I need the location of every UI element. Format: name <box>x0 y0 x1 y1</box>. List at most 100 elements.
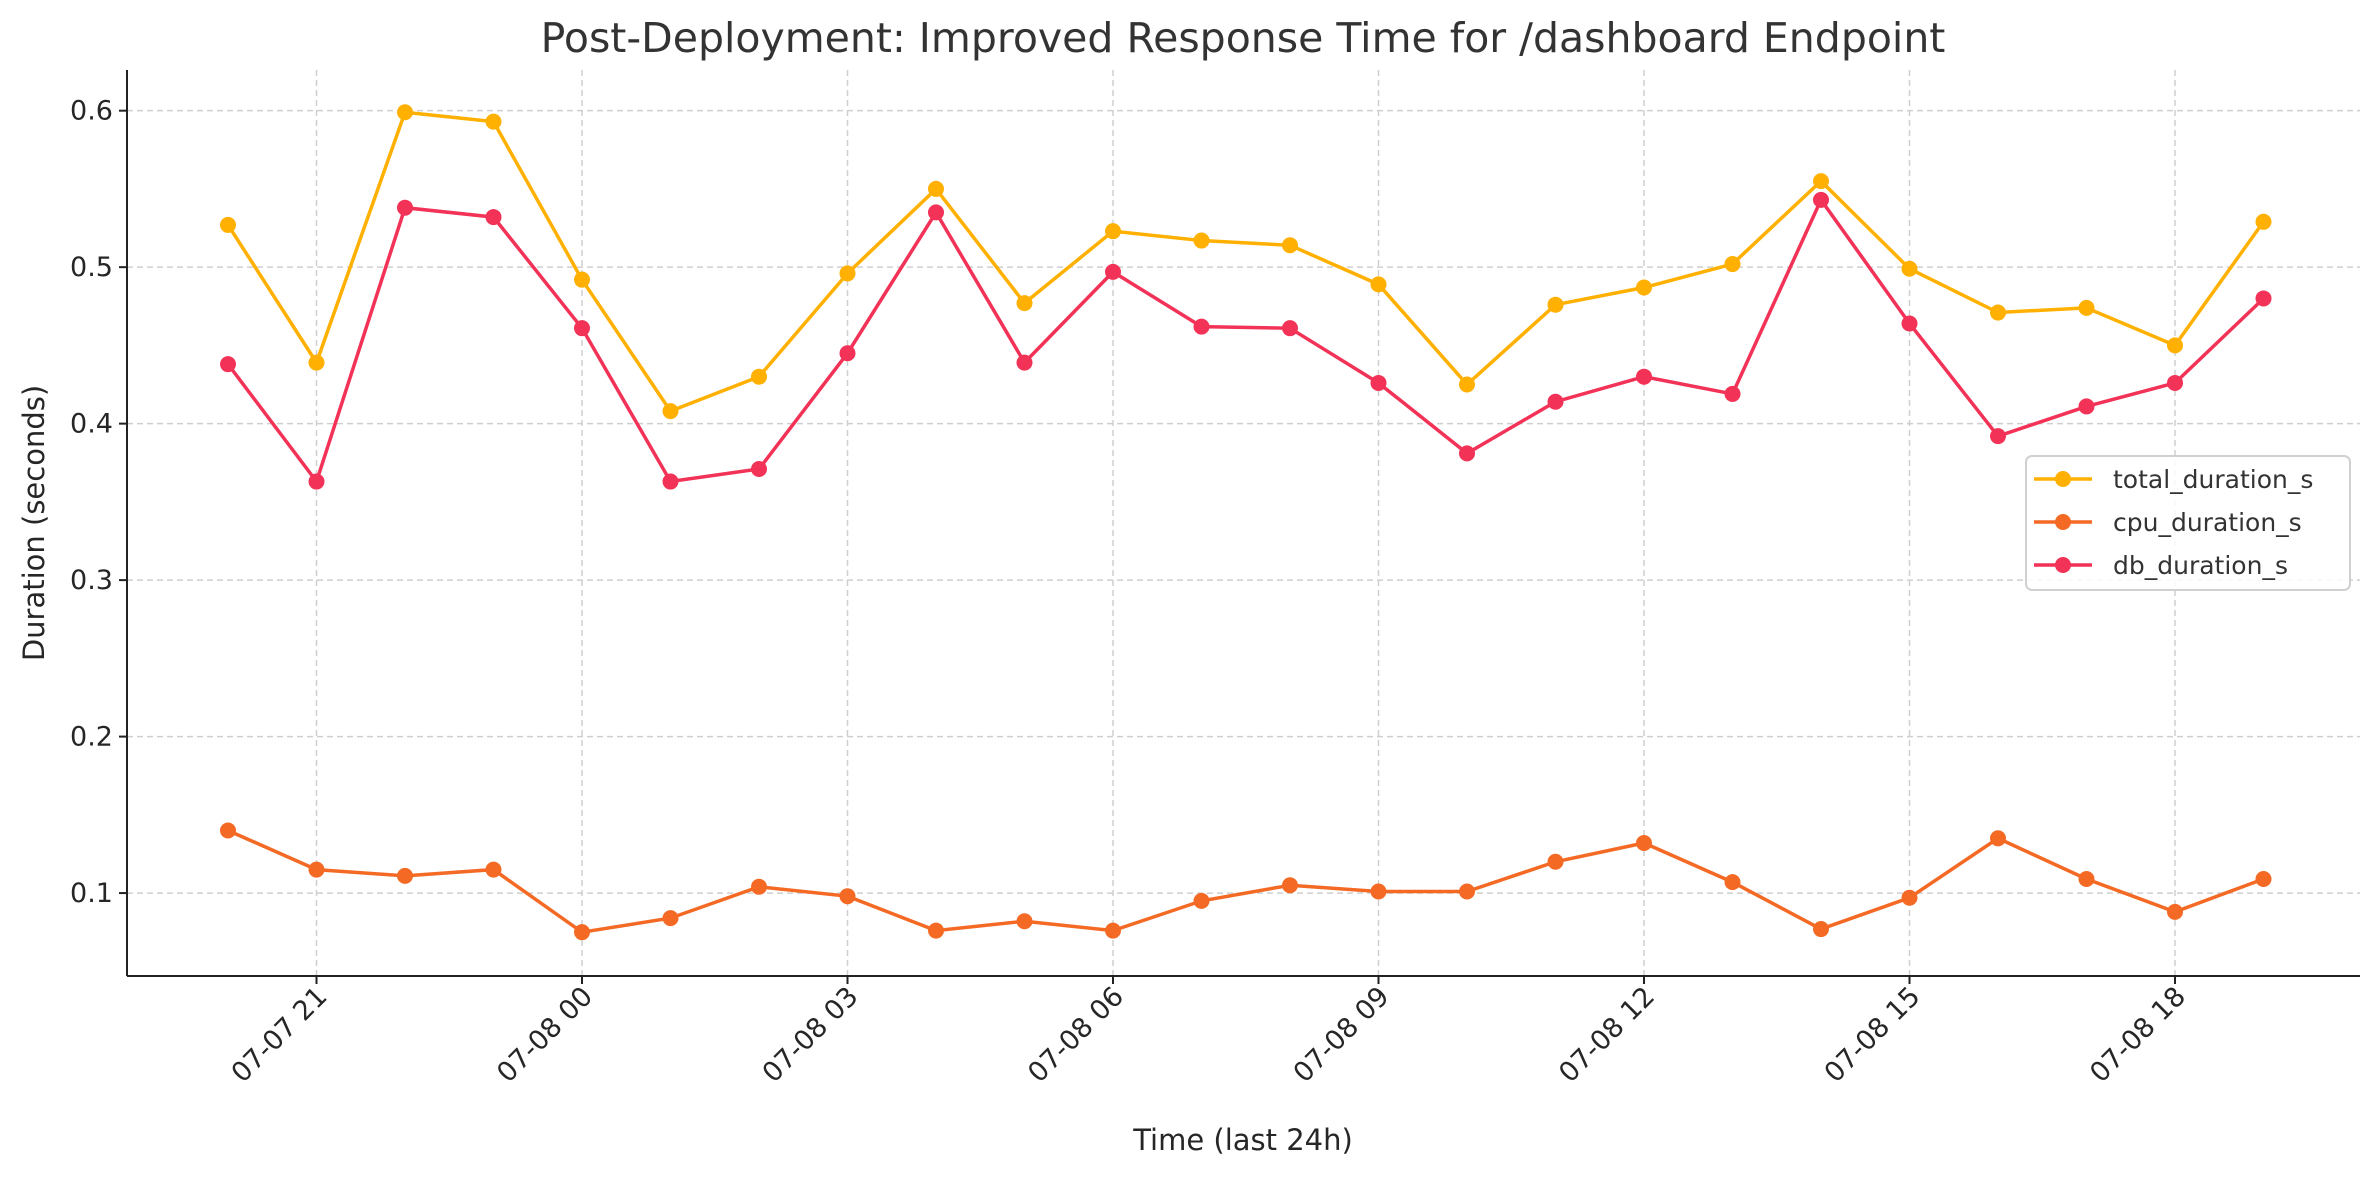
data-point <box>2167 374 2183 391</box>
data-point <box>1547 393 1564 410</box>
y-tick-label: 0.4 <box>70 409 113 440</box>
data-point <box>220 216 236 233</box>
data-point <box>1193 318 1210 335</box>
data-point <box>1724 874 1741 891</box>
data-point <box>662 473 679 490</box>
data-point <box>1459 376 1475 393</box>
data-point <box>397 867 413 884</box>
data-point <box>1459 445 1475 462</box>
data-point <box>308 354 325 371</box>
data-point <box>1990 304 2006 321</box>
data-point <box>1813 173 1829 190</box>
y-tick-label: 0.2 <box>70 722 113 753</box>
data-point <box>220 822 236 839</box>
data-point <box>1901 260 1918 277</box>
x-tick-label: 07-08 06 <box>1022 981 1130 1089</box>
data-point <box>1990 428 2006 445</box>
legend-label: db_duration_s <box>2113 551 2288 580</box>
data-point <box>662 910 679 927</box>
data-point <box>2167 337 2183 354</box>
y-tick-label: 0.1 <box>70 878 113 909</box>
data-point <box>574 271 590 288</box>
data-point <box>397 199 413 216</box>
data-point <box>1016 913 1033 930</box>
series-total_duration_s <box>220 104 2272 420</box>
series-cpu_duration_s <box>220 822 2272 941</box>
data-point <box>1105 922 1121 939</box>
data-point <box>928 180 944 197</box>
data-point <box>662 403 679 420</box>
data-point <box>1813 191 1829 208</box>
data-point <box>1724 256 1741 273</box>
data-point <box>1990 830 2006 847</box>
data-point <box>839 265 856 282</box>
series-line <box>226 110 2265 414</box>
data-point <box>485 209 502 226</box>
data-point <box>1105 263 1121 280</box>
legend-label: cpu_duration_s <box>2113 508 2302 537</box>
data-point <box>1193 232 1210 249</box>
y-tick-label: 0.3 <box>70 565 113 596</box>
data-point <box>1016 354 1033 371</box>
data-point <box>2255 870 2272 887</box>
data-point <box>1636 368 1652 385</box>
data-point <box>1370 374 1387 391</box>
series-line <box>227 828 2265 935</box>
legend-item: total_duration_s <box>2034 465 2313 494</box>
series-db_duration_s <box>220 191 2272 490</box>
data-point <box>751 368 767 385</box>
legend-marker <box>2055 557 2071 573</box>
x-tick-label: 07-08 18 <box>2084 981 2192 1089</box>
legend-marker <box>2055 514 2071 530</box>
data-point <box>1016 295 1033 312</box>
data-point <box>928 922 944 939</box>
x-tick-label: 07-08 03 <box>757 981 865 1089</box>
data-point <box>2255 290 2272 307</box>
x-tick-label: 07-08 12 <box>1553 981 1661 1089</box>
data-point <box>928 204 944 221</box>
data-point <box>1901 315 1918 332</box>
data-point <box>839 888 856 905</box>
data-point <box>220 356 236 373</box>
data-point <box>1547 296 1564 313</box>
legend-item: cpu_duration_s <box>2034 508 2302 537</box>
legend-item: db_duration_s <box>2034 551 2288 580</box>
y-axis-label: Duration (seconds) <box>17 385 51 661</box>
legend-label: total_duration_s <box>2113 465 2313 494</box>
y-tick-label: 0.6 <box>70 96 113 127</box>
data-point <box>2078 299 2095 316</box>
data-point <box>1901 889 1918 906</box>
data-point <box>751 461 767 478</box>
data-point <box>751 878 767 895</box>
y-tick-label: 0.5 <box>70 252 113 283</box>
x-axis-label: Time (last 24h) <box>1132 1123 1353 1157</box>
data-point <box>839 345 856 362</box>
chart-title: Post-Deployment: Improved Response Time … <box>541 14 1946 62</box>
data-point <box>1813 921 1829 938</box>
series-line <box>226 196 2265 486</box>
x-tick-label: 07-08 09 <box>1288 981 1396 1089</box>
data-point <box>1282 237 1298 254</box>
data-point <box>485 861 502 878</box>
data-point <box>2078 870 2095 887</box>
data-point <box>1370 883 1387 900</box>
data-point <box>1193 892 1210 909</box>
data-point <box>2167 903 2183 920</box>
x-tick-label: 07-07 21 <box>226 981 334 1089</box>
legend: total_duration_s cpu_duration_s db_duratio… <box>2025 455 2351 591</box>
data-point <box>1370 276 1387 293</box>
data-point <box>2078 398 2095 415</box>
data-point <box>2255 213 2272 230</box>
data-point <box>1105 223 1121 240</box>
data-point <box>574 320 590 337</box>
x-tick-label: 07-08 00 <box>491 981 599 1089</box>
data-point <box>574 924 590 941</box>
data-point <box>1636 834 1652 851</box>
data-point <box>308 473 325 490</box>
data-point <box>1547 853 1564 870</box>
data-point <box>485 113 502 130</box>
legend-marker <box>2055 471 2071 487</box>
data-point <box>1282 877 1298 894</box>
data-point <box>1636 279 1652 296</box>
